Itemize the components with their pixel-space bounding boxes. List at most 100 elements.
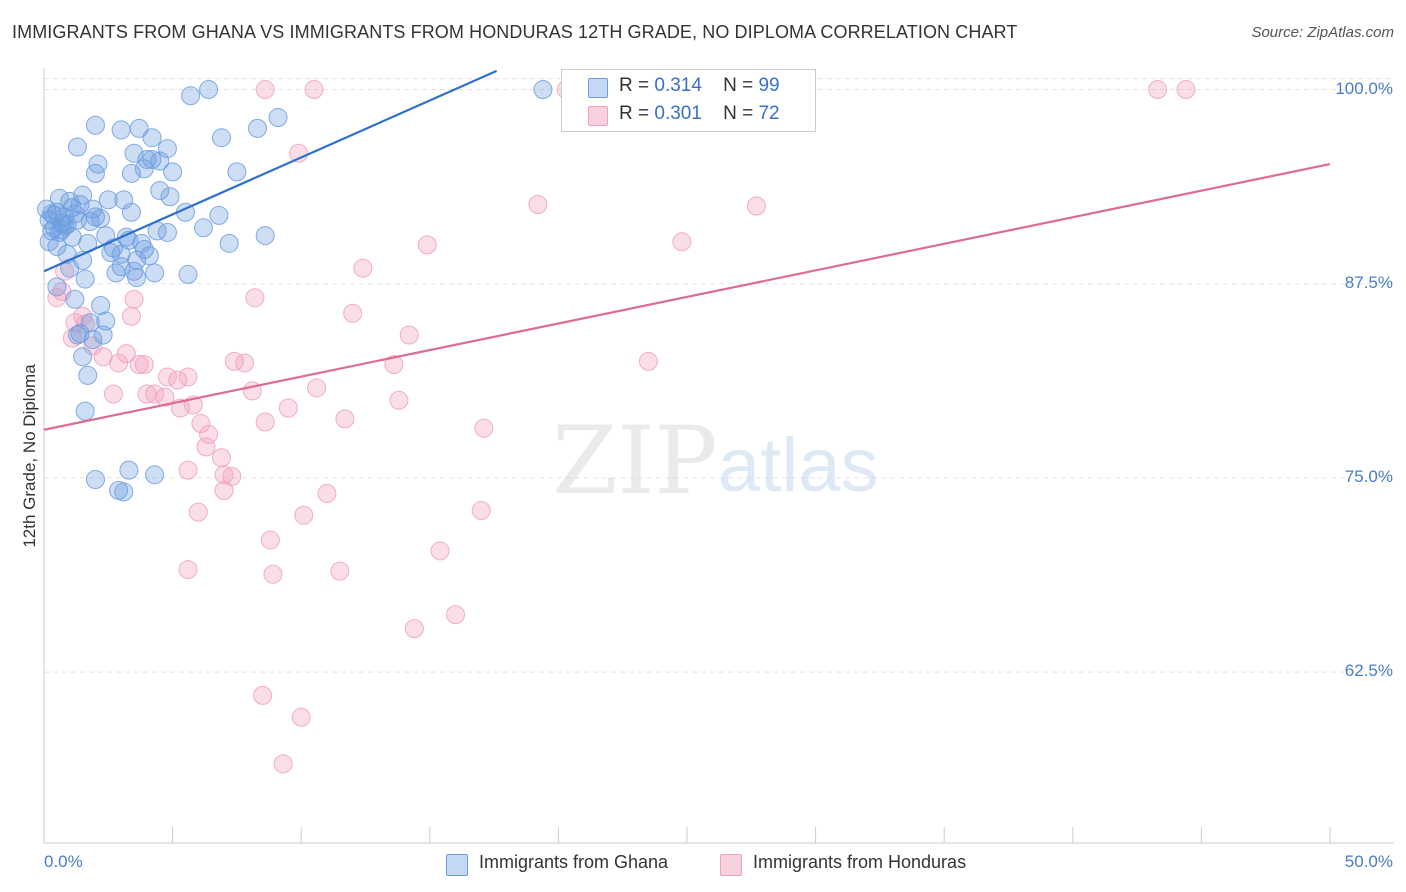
honduras-point [291,707,311,727]
honduras-point [384,355,404,375]
honduras-point [65,313,85,333]
ghana-point [129,118,149,138]
honduras-swatch [588,106,608,126]
ghana-point [193,218,213,238]
ghana-point [75,269,95,289]
honduras-point [446,605,466,625]
ghana-point [127,268,147,288]
honduras-point [260,530,280,550]
honduras-point [430,541,450,561]
ghana-point [85,115,105,135]
trend-lines [43,69,1331,431]
ghana-point [67,325,87,345]
honduras-point [399,325,419,345]
ghana-point [75,401,95,421]
y-tick-label: 62.5% [1344,661,1393,681]
ghana-point [47,277,67,297]
honduras-point [1148,80,1168,100]
ghana-point [211,128,231,148]
ghana-legend-swatch [446,854,468,876]
honduras-point [253,685,273,705]
ghana-r-value: 0.314 [654,75,702,96]
honduras-point [188,502,208,522]
watermark: ZIP atlas [552,407,879,516]
honduras-point [137,384,157,404]
honduras-point [317,483,337,503]
honduras-point [214,480,234,500]
honduras-point [471,501,491,521]
honduras-r-label: R = [619,103,650,124]
ghana-point [52,219,72,239]
source-label: Source: ZipAtlas.com [1251,24,1394,41]
ghana-point [78,365,98,385]
honduras-point [129,355,149,375]
y-tick-label: 75.0% [1344,466,1393,486]
honduras-point [1176,80,1196,100]
ghana-point [91,295,111,315]
honduras-point [304,80,324,100]
honduras-trend-line [43,163,1331,431]
honduras-n-label: N = [723,103,754,124]
honduras-point [672,232,692,252]
ghana-n-label: N = [723,75,754,96]
honduras-point [255,80,275,100]
series-legend: Immigrants from Ghana Immigrants from Ho… [0,852,1406,878]
ghana-point [88,154,108,174]
ghana-point [145,465,165,485]
ghana-point [42,204,62,224]
honduras-point [178,367,198,387]
ghana-point [533,80,553,100]
chart-title: IMMIGRANTS FROM GHANA VS IMMIGRANTS FROM… [12,22,1018,42]
ghana-point [255,226,275,246]
ghana-point [132,233,152,253]
ghana-point [73,347,93,367]
ghana-point [80,212,100,232]
x-tick-label-max: 50.0% [1344,852,1393,871]
ghana-point [163,162,183,182]
honduras-legend-label: Immigrants from Honduras [753,852,967,872]
ghana-point [98,190,118,210]
honduras-point [73,306,93,326]
ghana-point [83,199,103,219]
honduras-point [389,390,409,410]
honduras-point [124,289,144,309]
y-axis-label: 12th Grade, No Diploma [20,364,39,548]
honduras-point [211,448,231,468]
ghana-point [65,289,85,309]
stats-legend: R = 0.314 N = 99 R = 0.301 N = 72 [561,69,816,132]
ghana-point [160,187,180,207]
honduras-point [245,288,265,308]
honduras-point [353,258,373,278]
honduras-point [235,353,255,373]
honduras-point [178,560,198,580]
honduras-point [273,754,293,774]
y-tick-label: 100.0% [1335,78,1393,98]
ghana-trend-line [43,69,498,273]
honduras-point [214,465,234,485]
grid-lines [44,78,1394,673]
honduras-point [474,418,494,438]
ghana-point [142,128,162,148]
honduras-point [103,384,123,404]
honduras-point [417,235,437,255]
ghana-point [114,190,134,210]
ghana-point [70,194,90,214]
ghana-point [85,469,105,489]
ghana-point [157,222,177,242]
ghana-point [227,162,247,182]
honduras-point [404,619,424,639]
ghana-point [268,107,288,127]
ghana-point [145,263,165,283]
honduras-point [224,351,244,371]
honduras-r-value: 0.301 [654,103,702,124]
honduras-point [155,387,175,407]
ghana-point [83,330,103,350]
ghana-r-label: R = [619,75,650,96]
ghana-point [209,205,229,225]
honduras-point [638,351,658,371]
ghana-point [47,236,67,256]
honduras-point [528,194,548,214]
honduras-point [255,412,275,432]
axes [43,68,1394,844]
